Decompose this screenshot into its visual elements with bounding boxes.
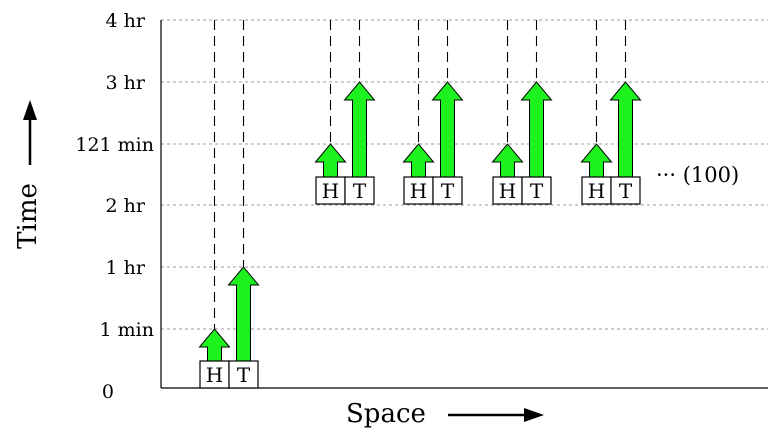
y-axis-title-group: Time	[13, 100, 43, 249]
tail-box-label: T	[441, 179, 455, 203]
tail-box-label: T	[353, 179, 367, 203]
head-arrow	[198, 328, 231, 362]
y-tick-1-hr: 1 hr	[106, 257, 146, 279]
tail-box-label: T	[619, 179, 633, 203]
head-box	[492, 176, 523, 205]
x-axis-title-arrow-head	[524, 408, 544, 422]
tail-arrow	[609, 81, 642, 178]
head-arrow	[580, 143, 613, 178]
tail-box-label: T	[237, 363, 251, 387]
gridlines	[161, 19, 768, 330]
y-tick-0: 0	[102, 381, 114, 403]
head-arrow	[314, 143, 347, 178]
tail-arrow	[343, 81, 376, 178]
tail-arrow	[520, 81, 553, 178]
hash-chain-groups: H TH T H T H T H T	[198, 20, 642, 389]
head-arrow	[402, 143, 435, 178]
tail-arrow	[431, 81, 464, 178]
tail-box	[432, 176, 463, 205]
head-box-label: H	[322, 179, 339, 203]
y-axis-title: Time	[13, 183, 43, 249]
head-arrow	[491, 143, 524, 178]
ellipsis-annotation: ··· (100)	[656, 163, 739, 187]
head-box-label: H	[588, 179, 605, 203]
tail-arrow	[227, 266, 260, 362]
y-tick-4-hr: 4 hr	[106, 10, 146, 32]
x-axis-title: Space	[346, 399, 426, 429]
head-box-label: H	[410, 179, 427, 203]
head-box-label: H	[499, 179, 516, 203]
y-tick-1-min: 1 min	[100, 319, 154, 341]
x-axis-title-group: Space	[346, 399, 544, 429]
tail-box	[610, 176, 641, 205]
tail-box	[521, 176, 552, 205]
y-tick-labels: 0 1 min 1 hr 2 hr 121 min 3 hr 4 hr	[75, 10, 154, 403]
y-tick-121-min: 121 min	[75, 134, 154, 156]
tail-box	[344, 176, 375, 205]
y-tick-3-hr: 3 hr	[106, 72, 146, 94]
head-box	[315, 176, 346, 205]
tail-box-label: T	[530, 179, 544, 203]
y-tick-2-hr: 2 hr	[106, 195, 146, 217]
head-box-label: H	[206, 363, 223, 387]
y-axis-title-arrow-head	[23, 100, 37, 120]
tail-box	[228, 360, 259, 389]
